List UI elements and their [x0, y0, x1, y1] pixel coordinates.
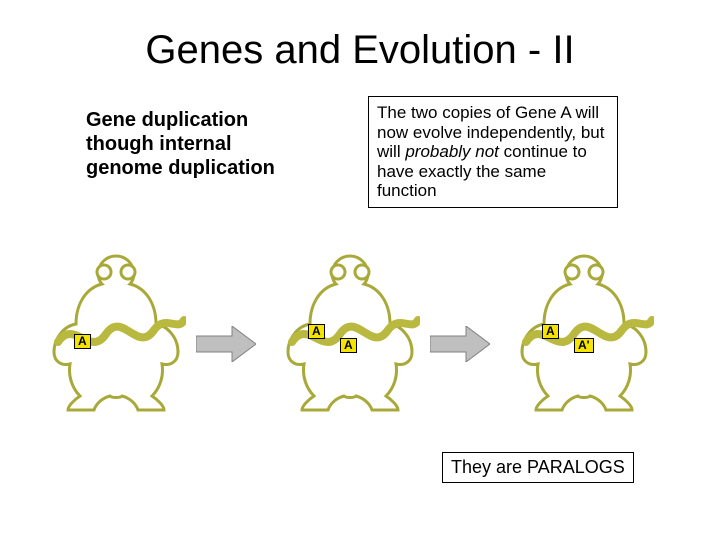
organism-2 — [280, 246, 420, 421]
paralogs-box: They are PARALOGS — [442, 452, 634, 483]
slide-title: Genes and Evolution - II — [0, 28, 720, 73]
left-caption: Gene duplication though internal genome … — [86, 108, 306, 180]
organism-1 — [46, 246, 186, 421]
right-caption-box: The two copies of Gene A will now evolve… — [368, 96, 618, 208]
organism-3 — [514, 246, 654, 421]
gene-label-2-2: A — [340, 338, 357, 353]
gene-label-1-1: A — [74, 334, 91, 349]
gene-label-2-1: A — [308, 324, 325, 339]
gene-label-3-2: A' — [574, 338, 594, 353]
arrow-1 — [196, 326, 256, 367]
arrow-2 — [430, 326, 490, 367]
gene-label-3-1: A — [542, 324, 559, 339]
right-caption-emph: probably not — [405, 142, 499, 161]
